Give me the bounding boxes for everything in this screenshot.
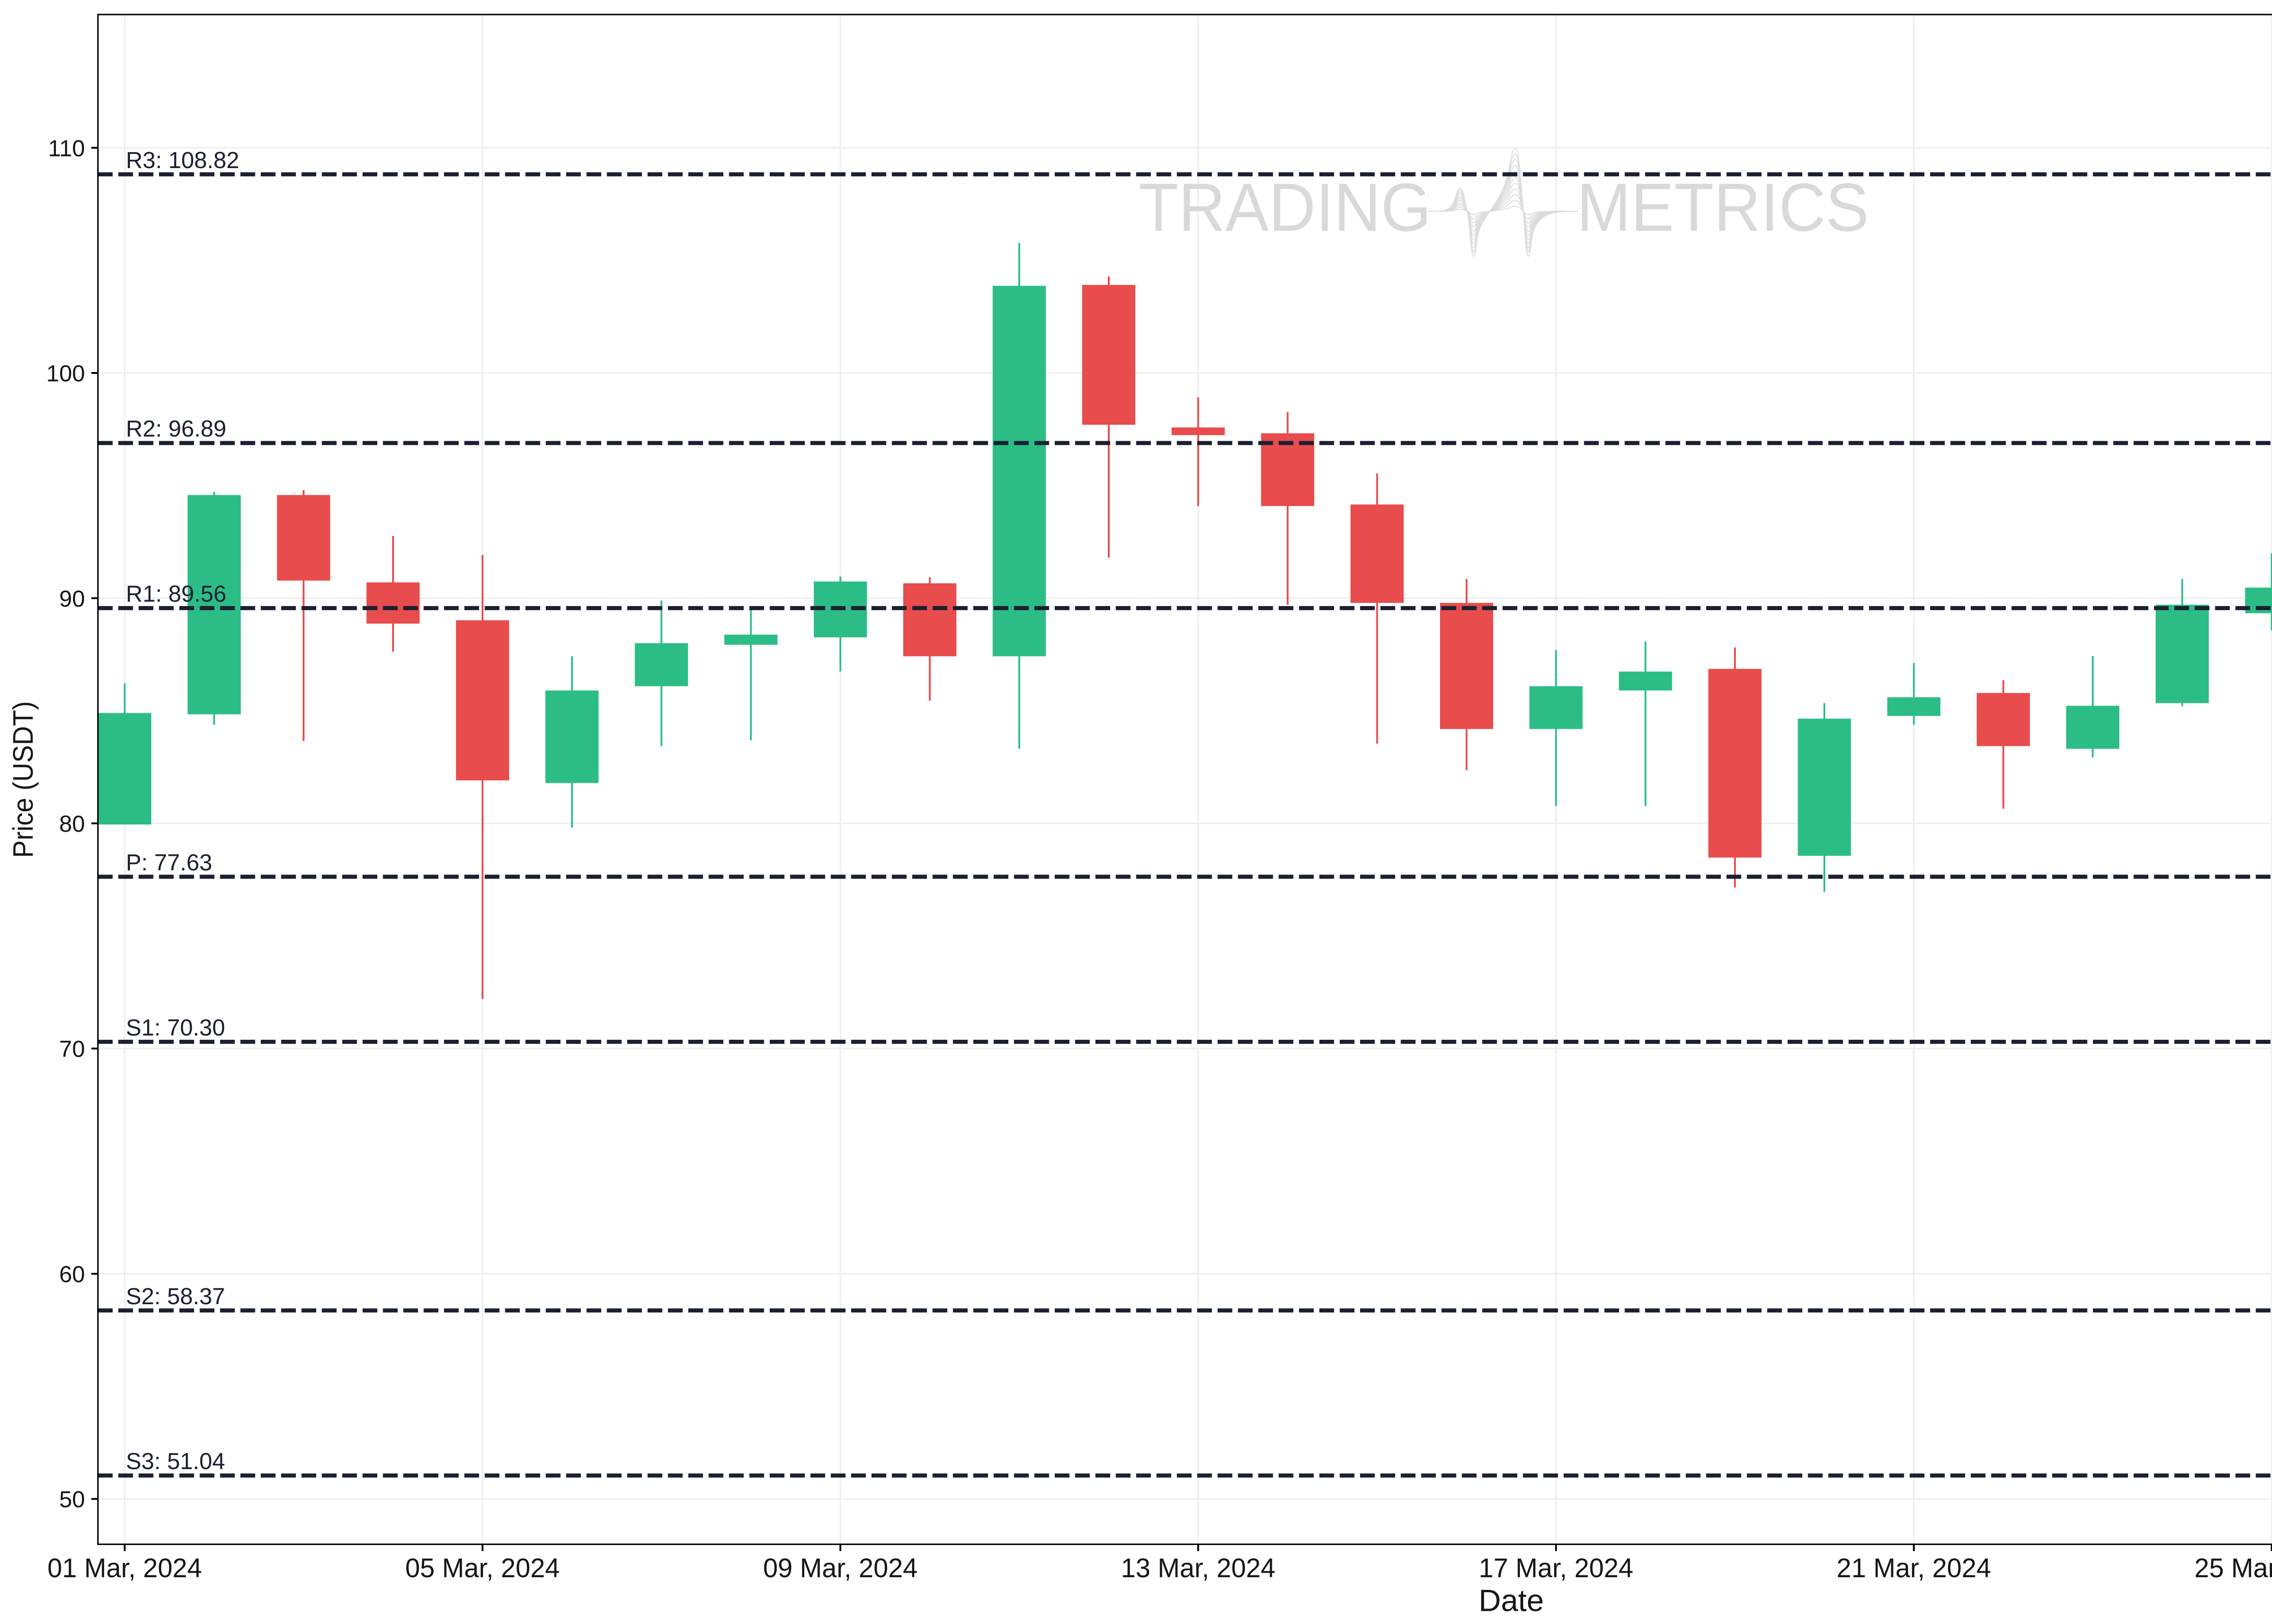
svg-text:Date: Date <box>1479 1584 1544 1618</box>
svg-text:90: 90 <box>59 586 85 611</box>
svg-text:R3: 108.82: R3: 108.82 <box>126 147 239 173</box>
svg-text:S1: 70.30: S1: 70.30 <box>126 1014 225 1040</box>
svg-text:21 Mar, 2024: 21 Mar, 2024 <box>1837 1553 1991 1583</box>
svg-text:100: 100 <box>46 361 85 387</box>
svg-text:01 Mar, 2024: 01 Mar, 2024 <box>47 1553 202 1583</box>
svg-text:S2: 58.37: S2: 58.37 <box>126 1283 225 1309</box>
svg-text:09 Mar, 2024: 09 Mar, 2024 <box>763 1553 917 1583</box>
svg-text:50: 50 <box>59 1486 85 1512</box>
svg-text:110: 110 <box>48 135 85 161</box>
svg-text:80: 80 <box>59 811 85 837</box>
svg-text:TRADING: TRADING <box>1139 169 1431 245</box>
svg-text:R2: 96.89: R2: 96.89 <box>126 416 226 442</box>
svg-text:13 Mar, 2024: 13 Mar, 2024 <box>1121 1553 1276 1583</box>
svg-text:P: 77.63: P: 77.63 <box>126 849 212 875</box>
svg-text:S3: 51.04: S3: 51.04 <box>126 1448 225 1474</box>
svg-text:Price (USDT): Price (USDT) <box>8 701 39 858</box>
svg-text:R1: 89.56: R1: 89.56 <box>126 581 226 607</box>
svg-text:70: 70 <box>59 1036 85 1062</box>
svg-text:25 Mar, 2024: 25 Mar, 2024 <box>2194 1553 2272 1583</box>
svg-text:METRICS: METRICS <box>1577 169 1869 245</box>
svg-text:17 Mar, 2024: 17 Mar, 2024 <box>1479 1553 1633 1583</box>
svg-text:05 Mar, 2024: 05 Mar, 2024 <box>405 1553 560 1583</box>
svg-text:60: 60 <box>59 1261 85 1287</box>
